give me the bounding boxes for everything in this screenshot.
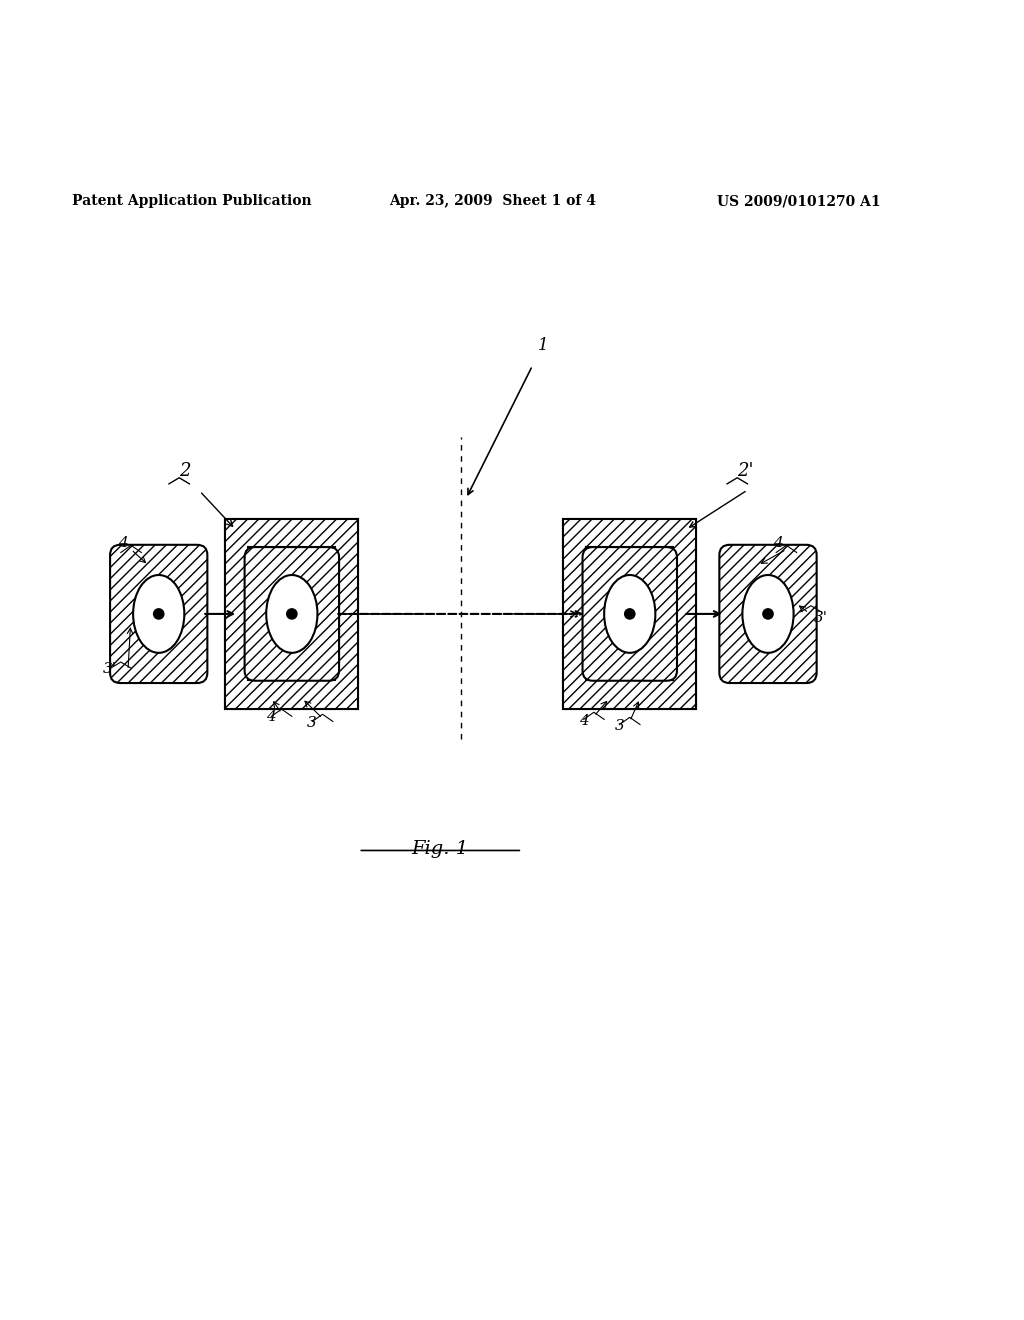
Bar: [563, 519, 696, 709]
Text: 3': 3': [814, 611, 828, 626]
FancyBboxPatch shape: [225, 519, 358, 709]
Ellipse shape: [742, 576, 794, 653]
Text: 1: 1: [538, 337, 548, 354]
FancyBboxPatch shape: [111, 545, 207, 682]
Text: 4: 4: [773, 536, 783, 550]
Text: US 2009/0101270 A1: US 2009/0101270 A1: [717, 194, 881, 209]
Bar: [586, 548, 674, 681]
FancyBboxPatch shape: [245, 546, 339, 681]
Text: Patent Application Publication: Patent Application Publication: [72, 194, 311, 209]
Ellipse shape: [266, 576, 317, 653]
Text: 3: 3: [614, 718, 625, 733]
Bar: [225, 519, 358, 709]
Ellipse shape: [604, 576, 655, 653]
Circle shape: [287, 609, 297, 619]
Text: 2': 2': [737, 462, 754, 479]
Circle shape: [625, 609, 635, 619]
Circle shape: [763, 609, 773, 619]
Ellipse shape: [133, 576, 184, 653]
Bar: [248, 548, 335, 681]
FancyBboxPatch shape: [719, 545, 817, 682]
Text: 2: 2: [179, 462, 190, 479]
Text: Apr. 23, 2009  Sheet 1 of 4: Apr. 23, 2009 Sheet 1 of 4: [389, 194, 596, 209]
Text: 3: 3: [307, 715, 317, 730]
Text: Fig. 1: Fig. 1: [412, 841, 469, 858]
Text: 4: 4: [266, 710, 276, 725]
Text: 4: 4: [579, 714, 589, 727]
Text: 3': 3': [102, 663, 117, 676]
FancyBboxPatch shape: [563, 519, 696, 709]
Circle shape: [154, 609, 164, 619]
FancyBboxPatch shape: [583, 546, 677, 681]
Text: 4: 4: [118, 536, 128, 550]
